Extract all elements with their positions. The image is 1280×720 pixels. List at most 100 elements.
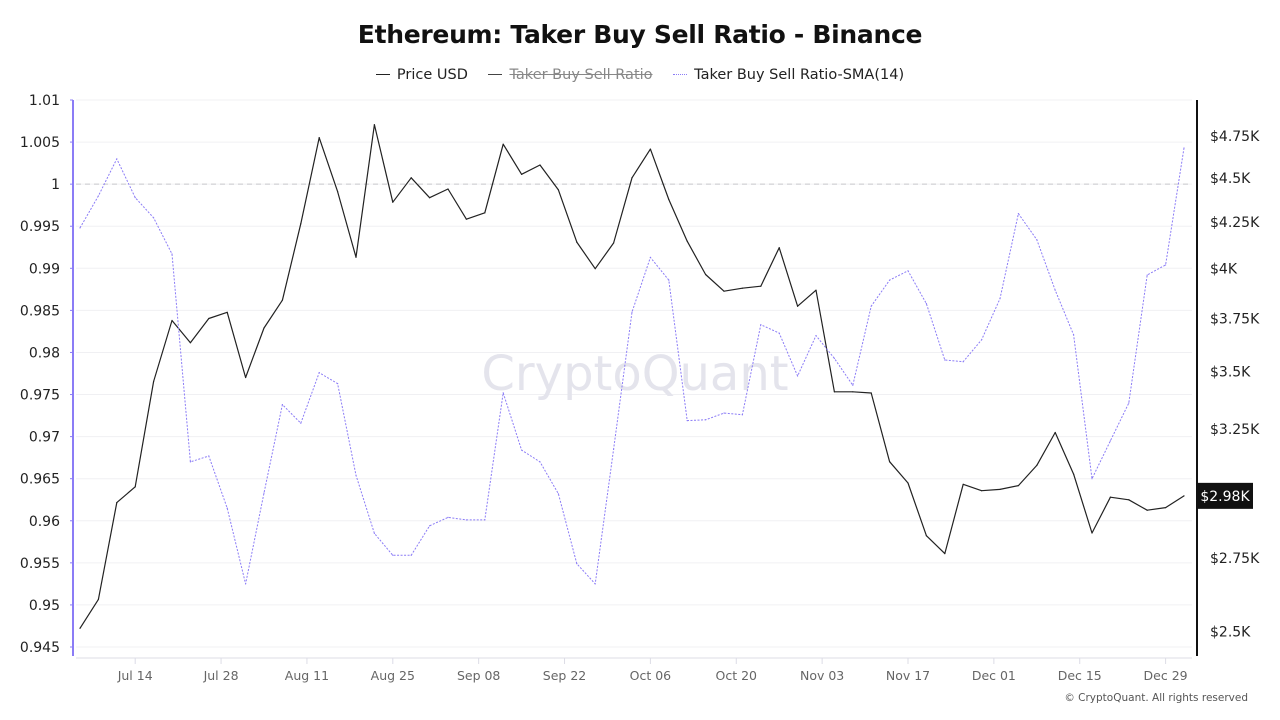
sma-point <box>171 253 173 255</box>
price-point <box>686 240 688 242</box>
sma-point <box>79 227 81 229</box>
sma-point <box>189 461 191 463</box>
sma-point <box>944 359 946 361</box>
price-point <box>833 391 836 393</box>
price-point <box>1073 473 1075 475</box>
sma-point <box>263 492 265 494</box>
right-tick-label: $4K <box>1210 262 1238 278</box>
price-point <box>465 218 467 220</box>
price-point <box>97 598 99 600</box>
sma-point <box>1036 239 1038 241</box>
sma-point <box>1091 478 1093 480</box>
right-tick-label: $2.75K <box>1210 551 1260 567</box>
right-tick-label: $3.5K <box>1210 365 1251 381</box>
sma-point <box>1146 274 1148 276</box>
price-point <box>741 287 744 289</box>
sma-point <box>778 332 780 334</box>
price-point <box>410 177 412 179</box>
right-tick-label: $3.25K <box>1210 422 1260 438</box>
right-tick-label: $4.5K <box>1210 171 1251 187</box>
price-point <box>208 317 210 320</box>
price-point <box>778 247 780 249</box>
sma-point <box>484 519 486 521</box>
sma-point <box>723 412 725 414</box>
copyright: © CryptoQuant. All rights reserved <box>1064 692 1248 704</box>
sma-point <box>465 519 467 521</box>
x-tick-label: Nov 17 <box>886 668 930 683</box>
x-tick-label: Aug 25 <box>371 668 415 683</box>
price-point <box>1017 484 1020 487</box>
left-tick-label: 0.99 <box>29 261 60 277</box>
right-tick-label: $4.75K <box>1210 129 1260 145</box>
sma-point <box>1165 264 1167 266</box>
x-tick-label: Dec 15 <box>1058 668 1102 683</box>
sma-point <box>373 532 375 534</box>
sma-point <box>539 461 541 463</box>
current-price-label: $2.98K <box>1200 489 1250 505</box>
sma-point <box>208 455 210 457</box>
left-tick-label: 0.945 <box>20 640 60 656</box>
price-point <box>226 311 228 313</box>
right-axis-ticks: $4.75K $4.5K $4.25K $4K $3.75K $3.5K $3.25K $2.… <box>1210 129 1260 640</box>
sma-point <box>705 419 707 421</box>
legend-label-price: Price USD <box>396 66 468 83</box>
sma-point <box>153 217 155 219</box>
left-tick-label: 0.97 <box>29 430 60 446</box>
price-point <box>925 535 928 537</box>
price-point <box>852 391 854 393</box>
price-point <box>1054 431 1056 434</box>
price-point <box>79 627 81 629</box>
left-tick-label: 0.955 <box>20 556 60 572</box>
watermark: CryptoQuant <box>481 346 788 402</box>
sma-point <box>852 384 854 386</box>
sma-point <box>557 493 560 495</box>
sma-point <box>226 507 228 509</box>
price-point <box>1183 495 1185 497</box>
sma-point <box>1054 289 1056 291</box>
price-point <box>134 486 136 488</box>
sma-point <box>576 563 578 565</box>
current-price-badge: $2.98K <box>1197 482 1253 509</box>
price-point <box>300 223 302 225</box>
price-point <box>907 482 909 484</box>
price-point <box>1128 499 1130 501</box>
legend-item-sma[interactable]: Taker Buy Sell Ratio-SMA(14) <box>673 67 904 83</box>
left-axis-ticks: 1.01 1.005 1 0.995 0.99 0.985 0.98 0.975 0.97 0.9… <box>20 93 73 656</box>
price-point <box>999 488 1001 491</box>
sma-point <box>999 298 1001 300</box>
sma-point <box>281 404 283 406</box>
price-point <box>944 553 946 555</box>
price-point <box>281 299 283 301</box>
legend-item-ratio[interactable]: Taker Buy Sell Ratio <box>488 67 653 83</box>
price-point <box>392 201 394 203</box>
price-point <box>557 189 560 191</box>
sma-point <box>613 448 615 450</box>
price-point <box>263 327 265 329</box>
left-tick-label: 0.975 <box>20 388 60 404</box>
sma-point <box>686 420 688 422</box>
sma-point <box>447 516 449 519</box>
sma-point <box>741 414 744 416</box>
x-tick-label: Sep 22 <box>543 668 586 683</box>
price-point <box>355 256 357 258</box>
sma-point <box>355 474 357 476</box>
sma-point <box>392 554 394 556</box>
price-point <box>870 392 872 394</box>
sma-point <box>1073 334 1075 336</box>
gridlines <box>76 99 1192 648</box>
sma-point <box>962 361 964 363</box>
sma-point <box>760 324 762 326</box>
sma-point <box>870 305 872 307</box>
price-point <box>815 289 817 291</box>
price-point <box>484 212 486 214</box>
legend-item-price[interactable]: Price USD <box>375 66 468 83</box>
price-point <box>1036 464 1038 466</box>
series-sma <box>79 147 1185 585</box>
sma-point <box>410 554 412 556</box>
legend-swatch-ratio <box>488 74 503 75</box>
left-tick-label: 0.98 <box>29 345 60 361</box>
price-point <box>594 268 596 270</box>
x-tick-label: Sep 08 <box>457 668 500 683</box>
price-point <box>245 376 247 379</box>
price-point <box>705 273 707 276</box>
